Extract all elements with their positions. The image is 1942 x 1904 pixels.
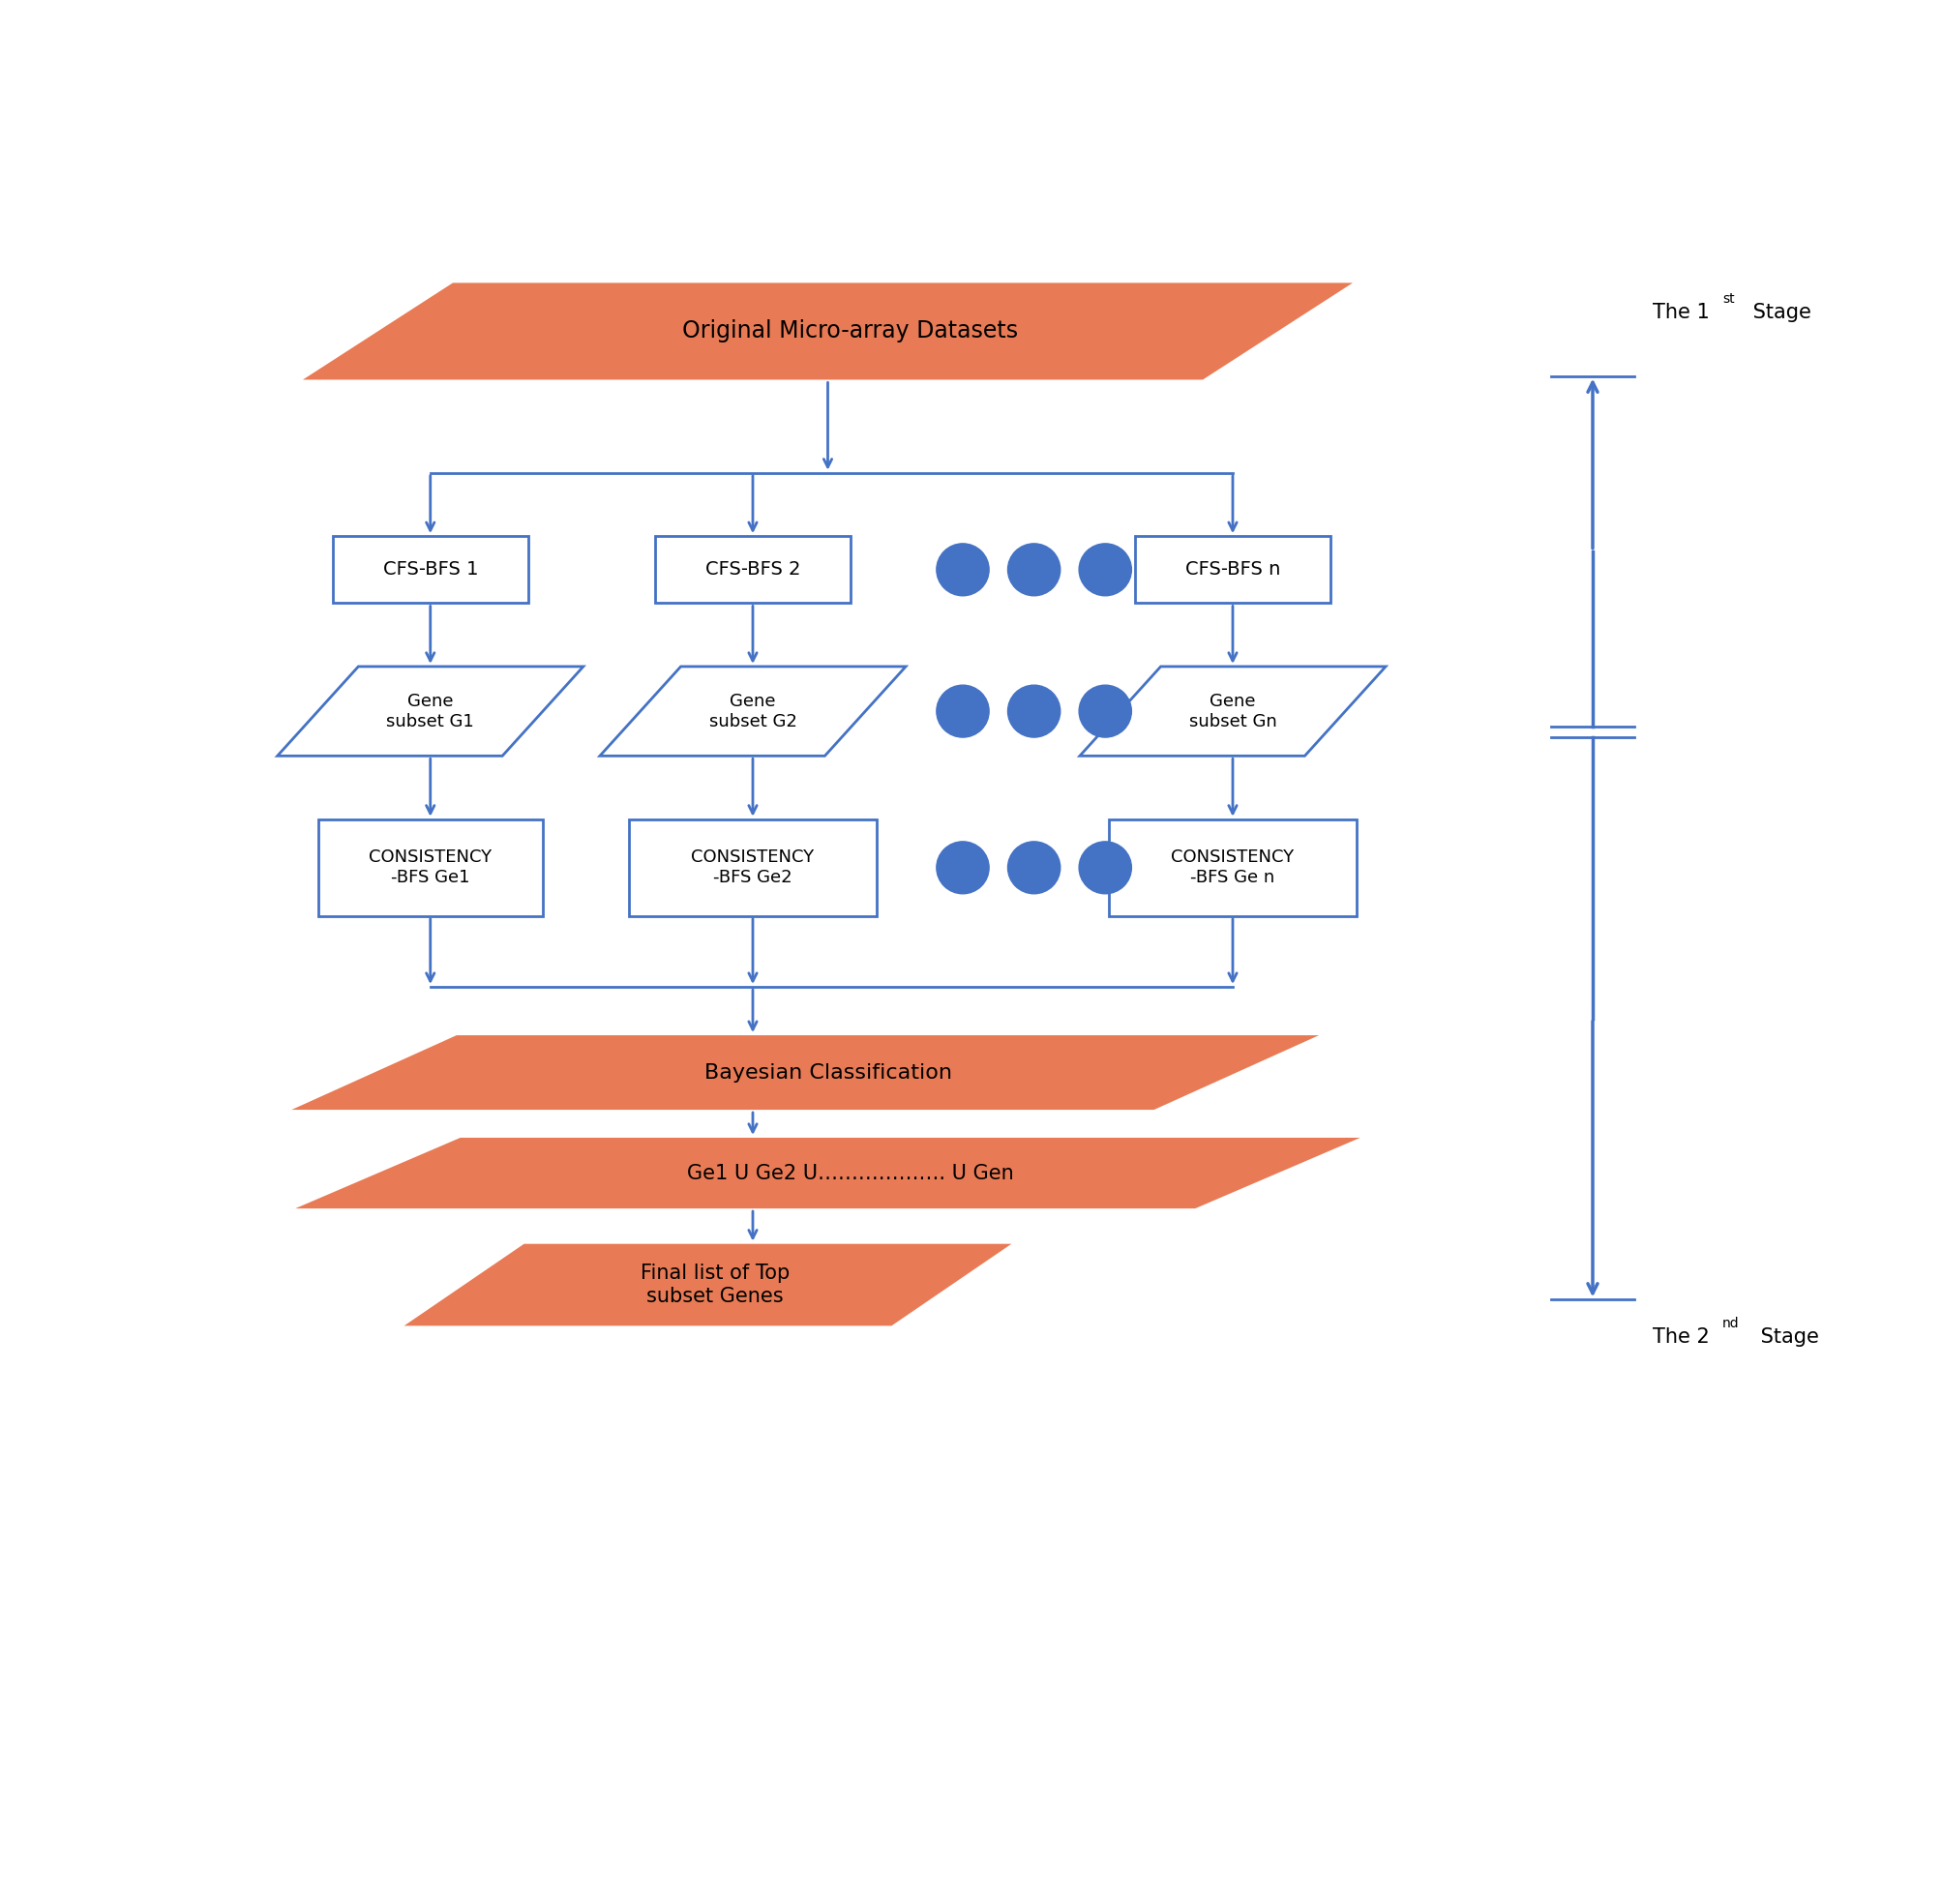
- Text: CFS-BFS 1: CFS-BFS 1: [383, 560, 478, 579]
- Text: The 2: The 2: [1653, 1327, 1709, 1346]
- Circle shape: [936, 545, 988, 596]
- Text: Gene
subset G1: Gene subset G1: [386, 693, 474, 729]
- Text: Gene
subset G2: Gene subset G2: [709, 693, 796, 729]
- FancyBboxPatch shape: [629, 819, 876, 916]
- Circle shape: [1008, 842, 1060, 893]
- Polygon shape: [278, 666, 583, 756]
- Text: Bayesian Classification: Bayesian Classification: [703, 1062, 952, 1081]
- Circle shape: [1008, 545, 1060, 596]
- Text: CONSISTENCY
-BFS Ge n: CONSISTENCY -BFS Ge n: [1171, 849, 1293, 887]
- FancyBboxPatch shape: [1109, 819, 1356, 916]
- Text: Stage: Stage: [1754, 1327, 1818, 1346]
- Polygon shape: [600, 666, 905, 756]
- FancyBboxPatch shape: [1134, 537, 1330, 604]
- FancyBboxPatch shape: [318, 819, 542, 916]
- Text: st: st: [1721, 293, 1734, 307]
- Text: CFS-BFS 2: CFS-BFS 2: [705, 560, 800, 579]
- Circle shape: [936, 842, 988, 893]
- Text: The 1: The 1: [1653, 303, 1709, 322]
- Circle shape: [1078, 842, 1130, 893]
- Text: Gene
subset Gn: Gene subset Gn: [1189, 693, 1276, 729]
- Polygon shape: [404, 1243, 1012, 1325]
- Circle shape: [1078, 545, 1130, 596]
- Text: Ge1 U Ge2 U………………. U Gen: Ge1 U Ge2 U………………. U Gen: [687, 1163, 1014, 1182]
- Text: CONSISTENCY
-BFS Ge1: CONSISTENCY -BFS Ge1: [369, 849, 491, 887]
- Text: Final list of Top
subset Genes: Final list of Top subset Genes: [641, 1264, 790, 1306]
- Polygon shape: [295, 1139, 1359, 1209]
- Circle shape: [1008, 685, 1060, 737]
- Text: CONSISTENCY
-BFS Ge2: CONSISTENCY -BFS Ge2: [691, 849, 814, 887]
- Circle shape: [1078, 685, 1130, 737]
- FancyBboxPatch shape: [332, 537, 528, 604]
- Text: nd: nd: [1721, 1318, 1738, 1331]
- Circle shape: [936, 685, 988, 737]
- Text: Original Micro-array Datasets: Original Micro-array Datasets: [682, 320, 1018, 343]
- Polygon shape: [1080, 666, 1385, 756]
- Polygon shape: [291, 1036, 1319, 1110]
- FancyBboxPatch shape: [654, 537, 851, 604]
- Text: Stage: Stage: [1746, 303, 1810, 322]
- Text: CFS-BFS n: CFS-BFS n: [1185, 560, 1280, 579]
- Polygon shape: [303, 284, 1352, 379]
